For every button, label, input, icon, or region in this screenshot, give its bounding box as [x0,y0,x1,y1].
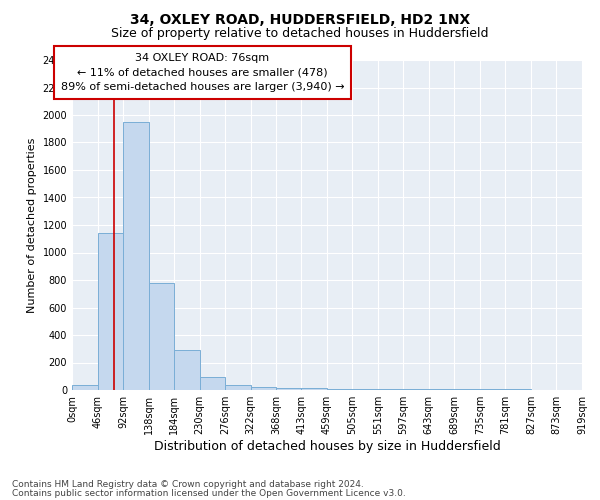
X-axis label: Distribution of detached houses by size in Huddersfield: Distribution of detached houses by size … [154,440,500,453]
Bar [200,377,225,390]
Text: Contains HM Land Registry data © Crown copyright and database right 2024.: Contains HM Land Registry data © Crown c… [12,480,364,489]
Text: 34, OXLEY ROAD, HUDDERSFIELD, HD2 1NX: 34, OXLEY ROAD, HUDDERSFIELD, HD2 1NX [130,12,470,26]
Y-axis label: Number of detached properties: Number of detached properties [27,138,37,312]
Text: 34 OXLEY ROAD: 76sqm
← 11% of detached houses are smaller (478)
89% of semi-deta: 34 OXLEY ROAD: 76sqm ← 11% of detached h… [61,52,344,92]
Bar [149,283,174,390]
Bar [123,122,149,390]
Bar [251,386,276,390]
Bar [72,384,98,390]
Text: Size of property relative to detached houses in Huddersfield: Size of property relative to detached ho… [111,28,489,40]
Bar [98,233,123,390]
Bar [378,389,403,390]
Bar [174,350,200,390]
Bar [225,384,251,390]
Bar [301,388,327,390]
Bar [327,388,352,390]
Text: Contains public sector information licensed under the Open Government Licence v3: Contains public sector information licen… [12,488,406,498]
Bar [276,388,301,390]
Bar [352,389,378,390]
